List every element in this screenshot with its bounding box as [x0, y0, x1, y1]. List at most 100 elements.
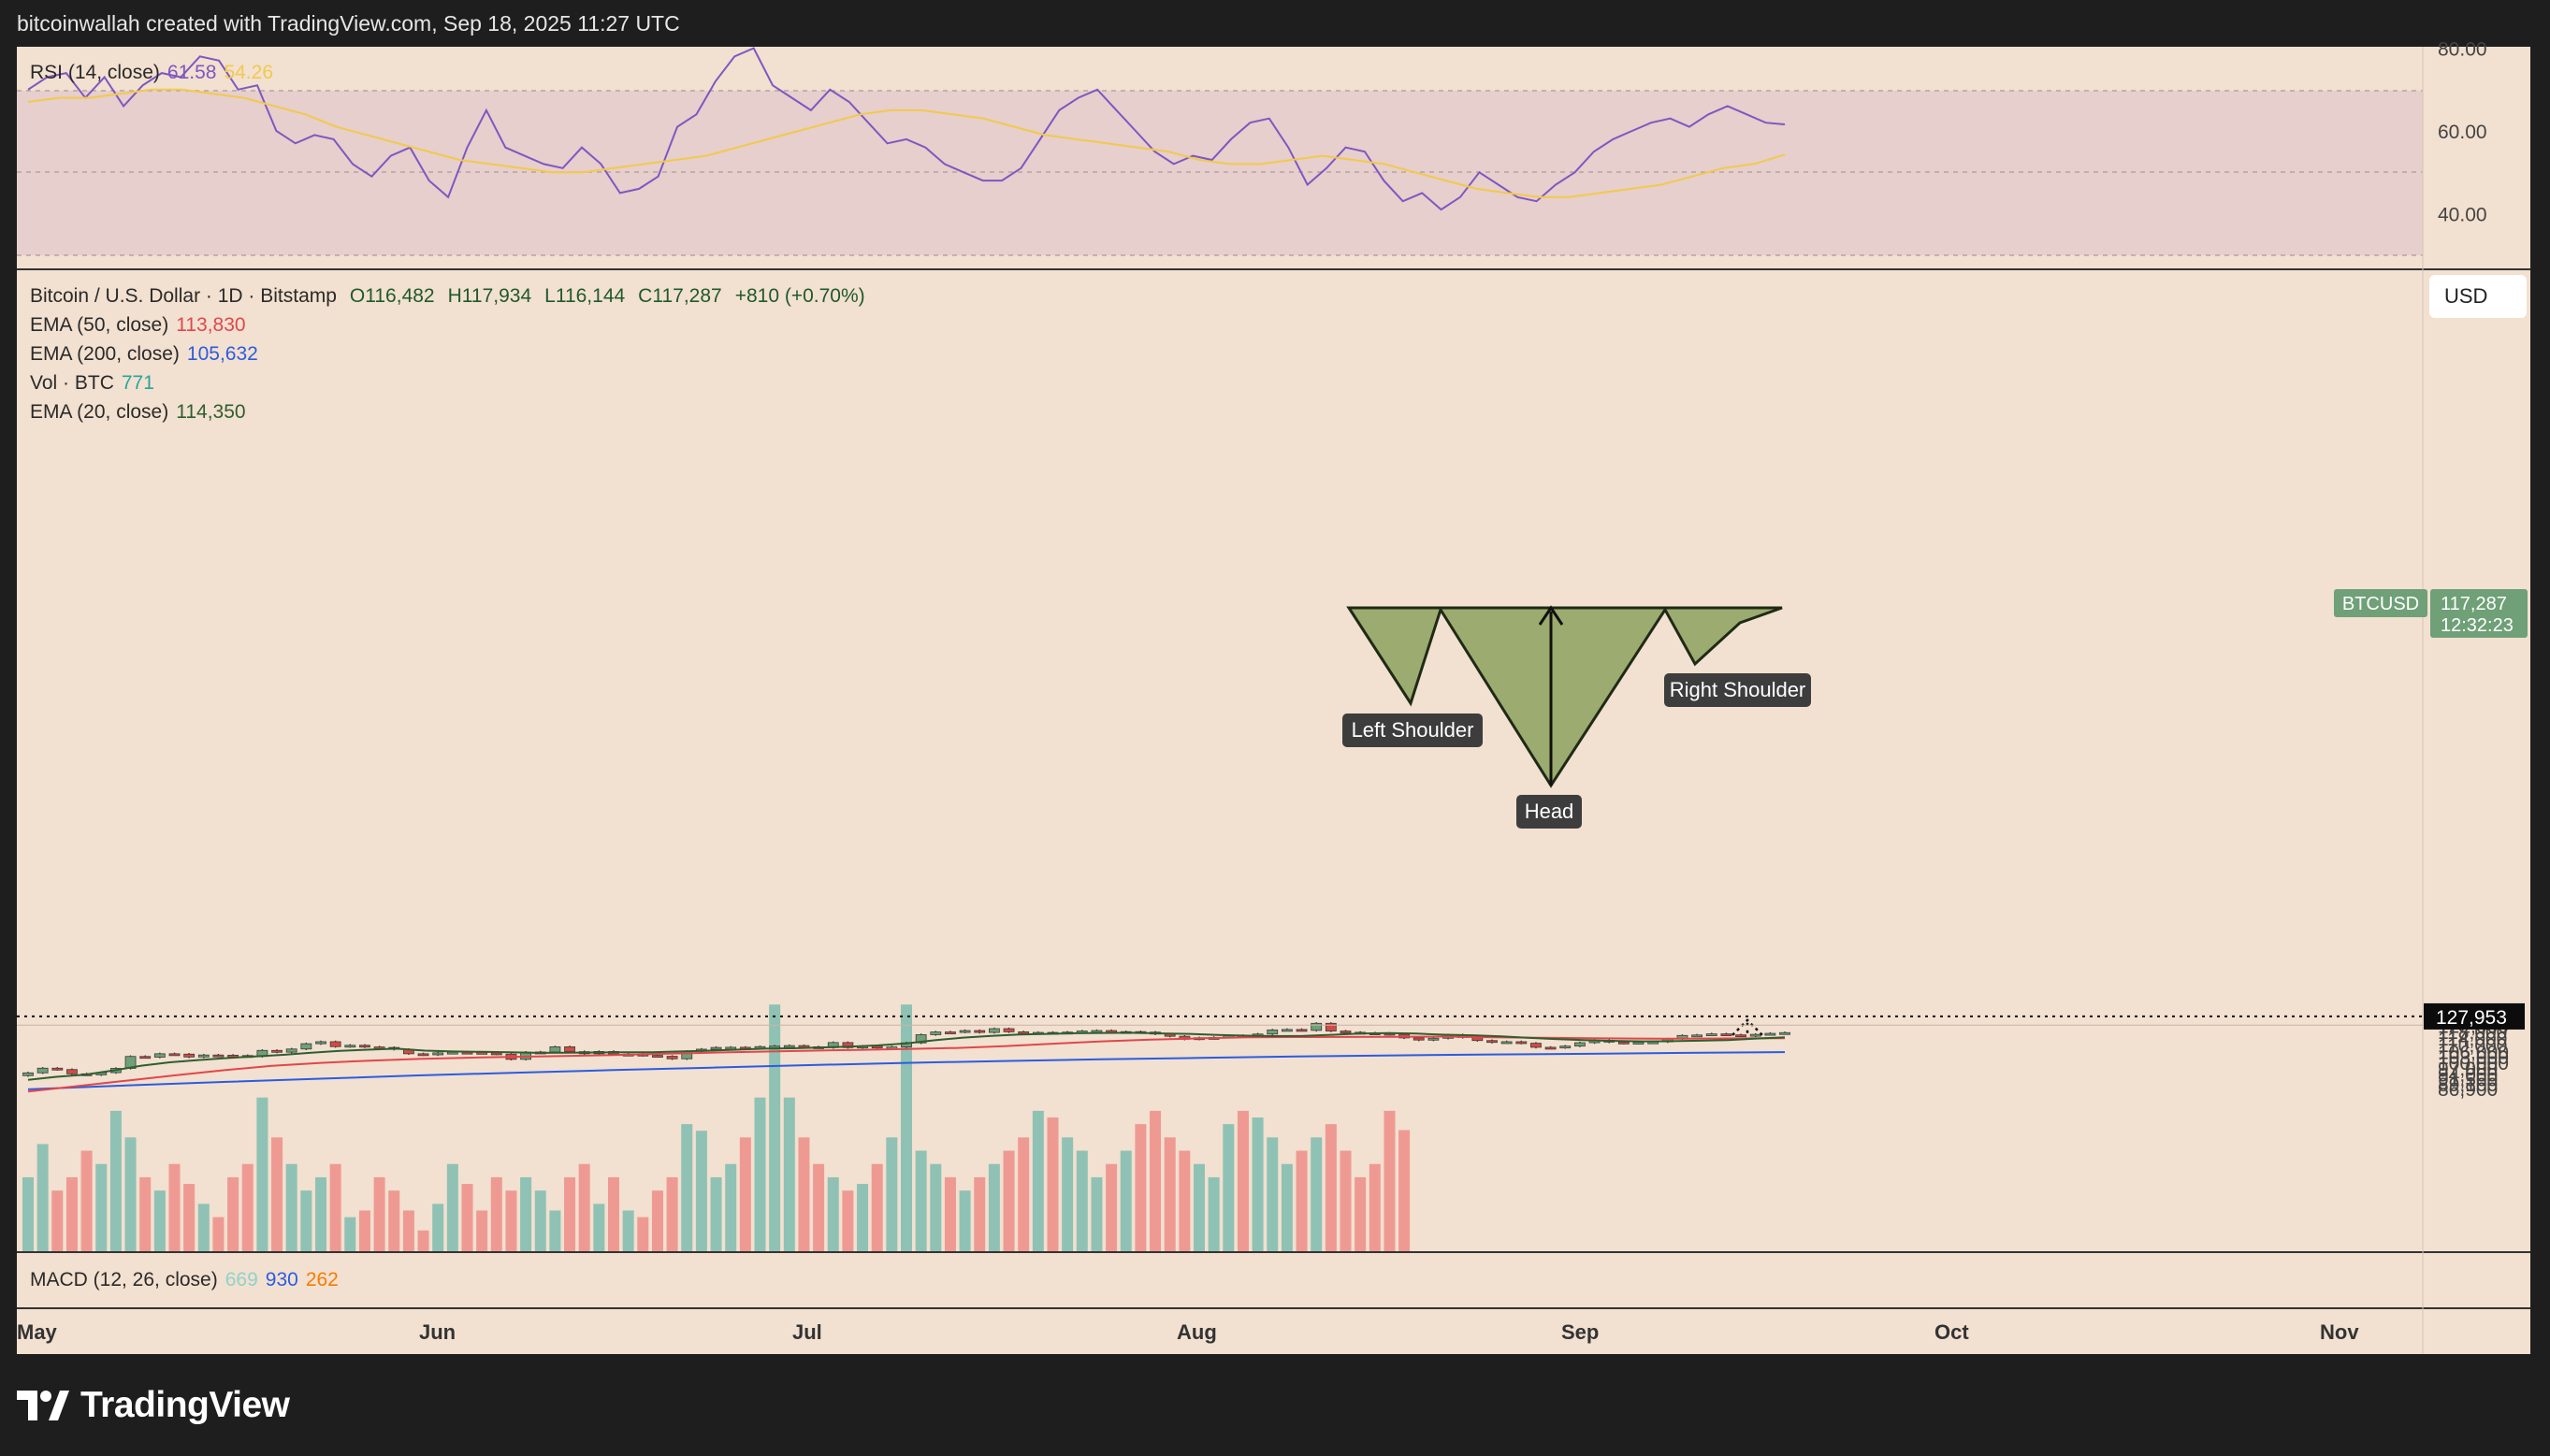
volume-bar [1164, 1137, 1176, 1251]
volume-bar [798, 1137, 810, 1251]
volume-bar [1018, 1137, 1030, 1251]
volume-bar [183, 1184, 196, 1251]
ema20-value: 114,350 [176, 401, 246, 423]
candle-up [1632, 1042, 1644, 1045]
candle-down [564, 1045, 575, 1052]
vol-value: 771 [121, 372, 154, 394]
volume-bar [80, 1150, 93, 1251]
currency-button[interactable]: USD [2429, 275, 2527, 318]
right-shoulder-label-box [1664, 673, 1811, 707]
time-tick-label: Aug [1177, 1320, 1217, 1344]
candle-down [139, 1056, 152, 1060]
vol-label: Vol · BTC [30, 372, 114, 394]
rsi-line [27, 47, 1786, 211]
volume-bar [1194, 1163, 1205, 1251]
volume-bar [95, 1163, 108, 1251]
tradingview-logo[interactable]: TradingView [17, 1382, 290, 1429]
candle-down [271, 1049, 283, 1053]
volume-bar [1325, 1124, 1337, 1251]
inverse-head-shoulders-pattern [1346, 606, 1783, 788]
left-shoulder-label-box [1342, 714, 1483, 747]
volume-bar [1003, 1150, 1015, 1251]
volume-bar [227, 1176, 239, 1251]
time-tick-label: Jun [419, 1320, 456, 1344]
volume-bar [373, 1176, 385, 1251]
ema200-legend: EMA (200, close) 105,632 [30, 343, 258, 366]
macd-hist-value: 262 [305, 1269, 339, 1290]
candle-down [66, 1069, 78, 1074]
volume-bar [402, 1210, 414, 1251]
candle-down [1617, 1041, 1630, 1045]
volume-bar [1179, 1150, 1191, 1251]
time-tick-label: Nov [2320, 1320, 2359, 1344]
volume-bar [651, 1190, 663, 1251]
ema50-label: EMA (50, close) [30, 314, 169, 336]
volume-bar [344, 1217, 356, 1251]
candle-down [490, 1052, 502, 1056]
volume-bar [622, 1210, 634, 1251]
volume-bar [681, 1124, 693, 1251]
low-value: L116,144 [544, 285, 626, 307]
main-legend: Bitcoin / U.S. Dollar · 1D · Bitstamp O11… [30, 285, 865, 308]
rsi-band-fill [17, 91, 2423, 255]
candle-down [1486, 1040, 1498, 1044]
volume-bar [739, 1137, 751, 1251]
volume-bar [666, 1176, 678, 1251]
volume-bar [695, 1131, 707, 1251]
volume-bar [1267, 1137, 1279, 1251]
volume-bar [1281, 1163, 1293, 1251]
candle-up [549, 1045, 561, 1053]
volume-bar [827, 1176, 839, 1251]
volume-bar [578, 1163, 590, 1251]
volume-bar [1047, 1117, 1059, 1251]
volume-bar [1032, 1110, 1044, 1251]
high-value: H117,934 [447, 285, 532, 307]
ema200-label: EMA (200, close) [30, 343, 180, 365]
volume-bar [1076, 1150, 1088, 1251]
macd-signal-value: 930 [265, 1269, 298, 1290]
time-tick-label: Jul [792, 1320, 822, 1344]
vol-legend: Vol · BTC 771 [30, 372, 154, 395]
candle-down [974, 1030, 986, 1033]
target-badge-label: 127,953 [2436, 1007, 2507, 1029]
volume-bar [637, 1217, 649, 1251]
price-tick-label: 94,000 [2438, 1064, 2498, 1086]
rsi-tick-label: 40.00 [2438, 205, 2487, 226]
volume-bar [725, 1163, 737, 1251]
candle-down [1296, 1029, 1308, 1032]
macd-value: 669 [225, 1269, 258, 1290]
chart-background [17, 47, 2530, 1354]
candle-down [666, 1056, 678, 1060]
volume-bar [1237, 1110, 1249, 1251]
price-tick-label: 100,000 [2438, 1053, 2509, 1074]
volume-bar [769, 1004, 781, 1251]
volume-bar [813, 1163, 825, 1251]
candle-up [1267, 1029, 1279, 1035]
symbol-label: Bitcoin / U.S. Dollar · 1D · Bitstamp [30, 285, 337, 307]
volume-bar [754, 1097, 766, 1251]
volume-bar [505, 1190, 517, 1251]
volume-bar [212, 1217, 225, 1251]
candle-down [1720, 1033, 1732, 1036]
volume-bar [1135, 1124, 1147, 1251]
candle-up [1749, 1033, 1761, 1037]
last-price-badge [2430, 589, 2528, 638]
rsi-tick-label: 60.00 [2438, 122, 2487, 143]
ema50-legend: EMA (50, close) 113,830 [30, 314, 246, 337]
candle-up [915, 1034, 927, 1044]
close-value: C117,287 [638, 285, 722, 307]
time-tick-label: May [17, 1320, 58, 1344]
candle-up [1705, 1033, 1717, 1036]
volume-bar [197, 1204, 210, 1251]
ema200-line [27, 1051, 1786, 1090]
macd-legend: MACD (12, 26, close) 669 930 262 [30, 1269, 339, 1291]
volume-bar [1106, 1163, 1118, 1251]
candle-up [446, 1051, 458, 1055]
candle-down [1018, 1031, 1030, 1034]
volume-bar [256, 1097, 268, 1251]
symbol-badge [2334, 589, 2427, 617]
ema20-line [27, 1031, 1786, 1081]
right-shoulder-label: Right Shoulder [1670, 678, 1806, 701]
rsi-legend: RSI (14, close) 61.58 54.26 [30, 62, 273, 84]
